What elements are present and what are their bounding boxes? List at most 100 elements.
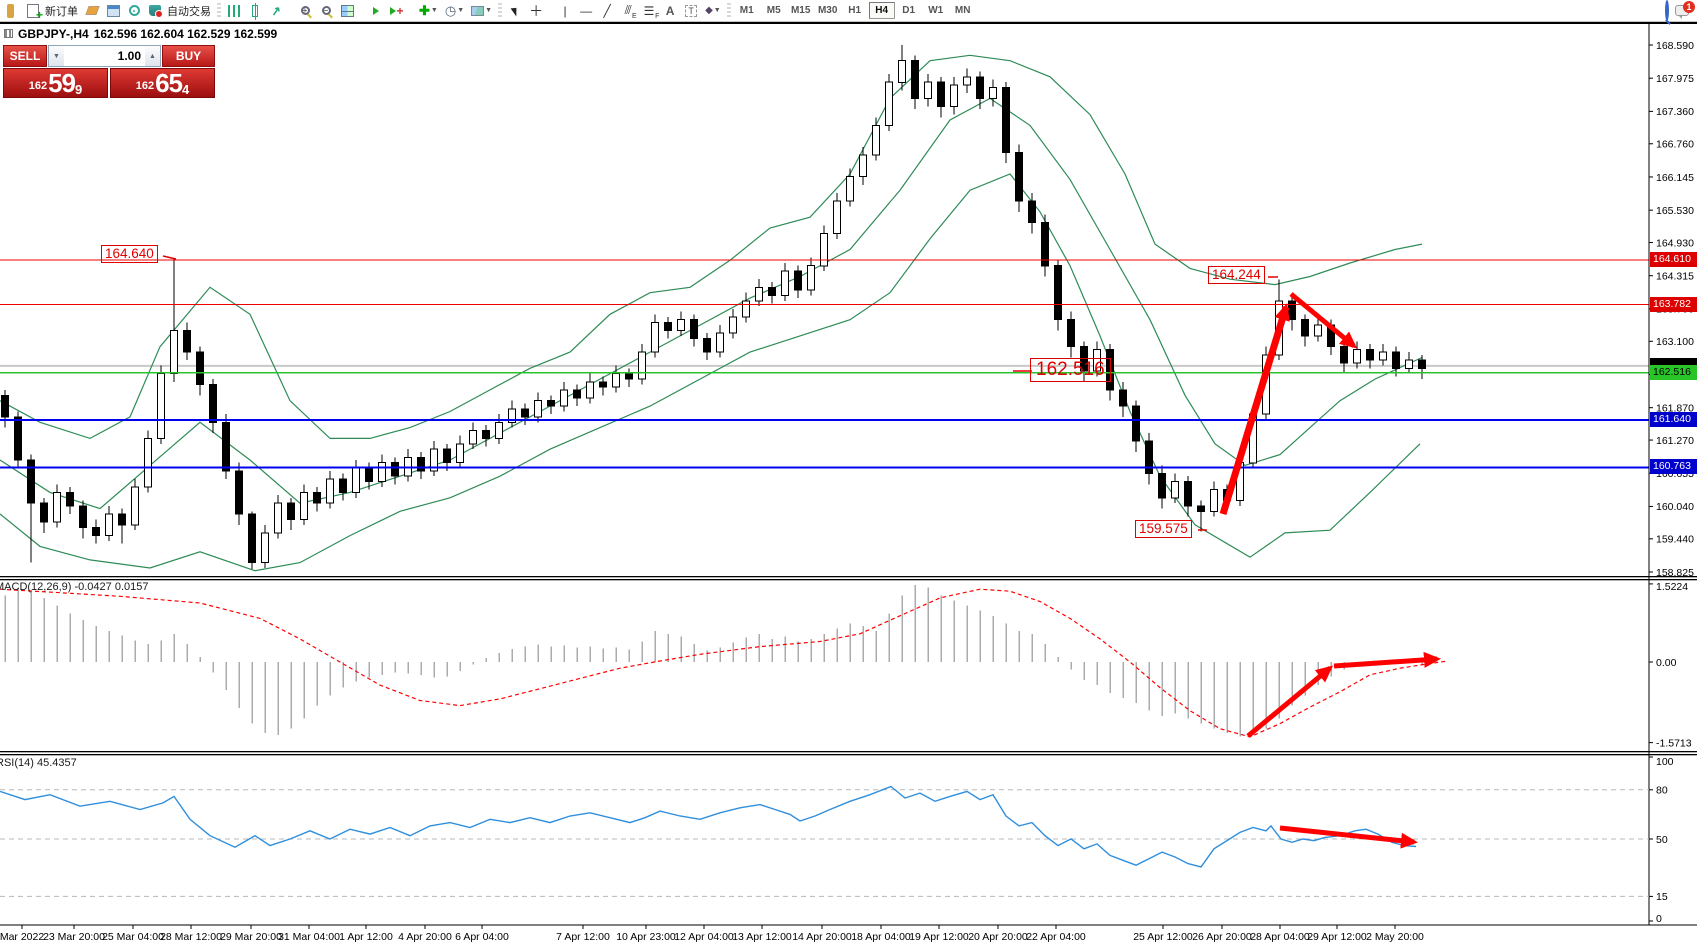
svg-text:0: 0 — [1656, 913, 1662, 925]
volume-value[interactable]: 1.00 — [117, 49, 141, 63]
svg-text:15: 15 — [1656, 891, 1668, 903]
svg-text:18 Apr 04:00: 18 Apr 04:00 — [851, 931, 911, 943]
market-watch-icon[interactable] — [103, 2, 123, 20]
svg-text:158.825: 158.825 — [1656, 567, 1694, 579]
svg-text:26 Apr 20:00: 26 Apr 20:00 — [1192, 931, 1252, 943]
sell-price-point: 9 — [75, 82, 83, 97]
price-label-160763: 160.763 — [1650, 459, 1697, 474]
tab-timeframe-M5[interactable]: M5 — [766, 5, 781, 16]
new-order-label[interactable]: 新订单 — [45, 5, 78, 18]
svg-text:161.270: 161.270 — [1656, 435, 1694, 447]
vertical-line-icon[interactable]: | — [563, 3, 567, 18]
svg-text:14 Apr 20:00: 14 Apr 20:00 — [792, 931, 852, 943]
tab-timeframe-W1[interactable]: W1 — [928, 5, 944, 16]
svg-text:4 Apr 20:00: 4 Apr 20:00 — [398, 931, 452, 943]
fibonacci-icon[interactable]: ☰ — [639, 2, 659, 20]
arrows-icon[interactable]: ◆ ▼ — [705, 5, 721, 16]
svg-text:160.040: 160.040 — [1656, 501, 1694, 513]
tab-timeframe-M1[interactable]: M1 — [739, 5, 754, 16]
svg-text:22 Apr 04:00: 22 Apr 04:00 — [1026, 931, 1086, 943]
svg-text:19 Apr 12:00: 19 Apr 12:00 — [909, 931, 969, 943]
horizontal-line-icon[interactable]: — — [580, 3, 593, 18]
zoom-in-icon[interactable]: + — [295, 2, 315, 20]
highlighter-icon[interactable] — [82, 2, 102, 20]
svg-text:0.00: 0.00 — [1656, 657, 1677, 669]
macd-label: MACD(12,26,9) -0.0427 0.0157 — [0, 581, 149, 593]
price-label-163782: 163.782 — [1650, 297, 1697, 312]
svg-text:29 Mar 20:00: 29 Mar 20:00 — [220, 931, 282, 943]
svg-text:80: 80 — [1656, 785, 1668, 797]
svg-text:167.360: 167.360 — [1656, 106, 1694, 118]
zoom-out-icon[interactable]: − — [316, 2, 336, 20]
autotrade-icon — [149, 5, 163, 18]
tab-timeframe-M30[interactable]: M30 — [817, 5, 838, 16]
svg-text:20 Apr 20:00: 20 Apr 20:00 — [968, 931, 1028, 943]
tile-windows-icon[interactable] — [337, 2, 357, 20]
tab-timeframe-M15[interactable]: M15 — [790, 5, 811, 16]
svg-text:168.590: 168.590 — [1656, 40, 1694, 52]
buy-button[interactable]: BUY — [162, 45, 215, 67]
svg-text:25 Mar 04:00: 25 Mar 04:00 — [102, 931, 164, 943]
tab-timeframe-H4[interactable]: H4 — [868, 2, 895, 19]
bar-chart-icon[interactable] — [224, 2, 244, 20]
svg-text:25 Apr 12:00: 25 Apr 12:00 — [1133, 931, 1193, 943]
svg-text:1 Apr 12:00: 1 Apr 12:00 — [339, 931, 393, 943]
autotrade-button[interactable] — [145, 2, 165, 20]
autotrade-label[interactable]: 自动交易 — [167, 5, 211, 18]
volume-increase-button[interactable]: ▲ — [145, 46, 160, 66]
svg-text:164.930: 164.930 — [1656, 237, 1694, 249]
tab-timeframe-H1[interactable]: H1 — [848, 5, 862, 16]
new-order-icon — [27, 3, 43, 22]
text-icon[interactable]: A — [665, 3, 675, 18]
svg-text:166.145: 166.145 — [1656, 172, 1694, 184]
svg-text:164.315: 164.315 — [1656, 271, 1694, 283]
sell-price-base: 162 — [28, 80, 48, 92]
chart-title: GBPJPY-,H4 162.596 162.604 162.529 162.5… — [4, 26, 277, 41]
signals-icon[interactable] — [124, 2, 144, 20]
sell-button[interactable]: SELL — [3, 45, 47, 67]
periods-icon[interactable]: ◷ ▼ — [444, 2, 465, 18]
svg-text:1.5224: 1.5224 — [1656, 581, 1688, 593]
indicators-icon[interactable]: ✚ ▼ — [419, 2, 438, 18]
svg-text:100: 100 — [1656, 756, 1674, 768]
candlestick-chart-icon[interactable] — [245, 2, 265, 20]
volume-decrease-button[interactable]: ▼ — [49, 46, 64, 66]
chart-shift-icon[interactable]: + — [387, 2, 407, 20]
svg-text:7 Apr 12:00: 7 Apr 12:00 — [556, 931, 610, 943]
ohlc-quotes: 162.596 162.604 162.529 162.599 — [93, 26, 278, 41]
timeframe-bar: M1 M5 M15 M30 H1 H4 D1 W1 MN — [734, 2, 976, 19]
buy-price[interactable]: 162 65 4 — [110, 68, 215, 98]
text-label-icon[interactable]: T — [681, 2, 701, 20]
new-order-button[interactable] — [23, 2, 43, 22]
svg-text:163.100: 163.100 — [1656, 336, 1694, 348]
chat-icon[interactable]: 1 — [1675, 1, 1695, 19]
price-label-162516: 162.516 — [1650, 365, 1697, 380]
buy-price-pips: 65 — [155, 68, 183, 98]
auto-scroll-icon[interactable] — [366, 2, 386, 20]
crosshair-icon[interactable]: ＋ — [529, 2, 544, 19]
svg-text:Mar 2022: Mar 2022 — [0, 931, 44, 943]
svg-text:28 Apr 04:00: 28 Apr 04:00 — [1250, 931, 1310, 943]
line-chart-icon[interactable]: ↗ — [269, 2, 283, 19]
cursor-icon[interactable] — [505, 2, 525, 20]
buy-price-base: 162 — [135, 80, 155, 92]
svg-text:167.975: 167.975 — [1656, 73, 1694, 85]
sell-price[interactable]: 162 59 9 — [3, 68, 108, 98]
equidistant-channel-icon[interactable]: ⫻ — [618, 2, 638, 20]
buy-price-point: 4 — [182, 82, 190, 97]
trendline-icon[interactable]: ╱ — [603, 3, 611, 18]
annotation-164640: 164.640 — [101, 245, 158, 263]
templates-icon[interactable]: ▼ — [468, 2, 495, 20]
symbol-timeframe: GBPJPY-,H4 — [18, 26, 89, 41]
tab-timeframe-MN[interactable]: MN — [954, 5, 971, 16]
price-label-161640: 161.640 — [1650, 412, 1697, 427]
svg-text:29 Apr 12:00: 29 Apr 12:00 — [1307, 931, 1367, 943]
svg-text:2 May 20:00: 2 May 20:00 — [1366, 931, 1424, 943]
chart-window-icon — [4, 29, 13, 38]
svg-text:12 Apr 04:00: 12 Apr 04:00 — [674, 931, 734, 943]
main-toolbar: 新订单 自动交易 ↗ + − + ✚▼ ◷▼ ▼ ＋ | — ╱ ⫻ ☰ A T… — [0, 0, 1697, 22]
tab-timeframe-D1[interactable]: D1 — [902, 5, 916, 16]
search-icon[interactable] — [1665, 0, 1669, 21]
